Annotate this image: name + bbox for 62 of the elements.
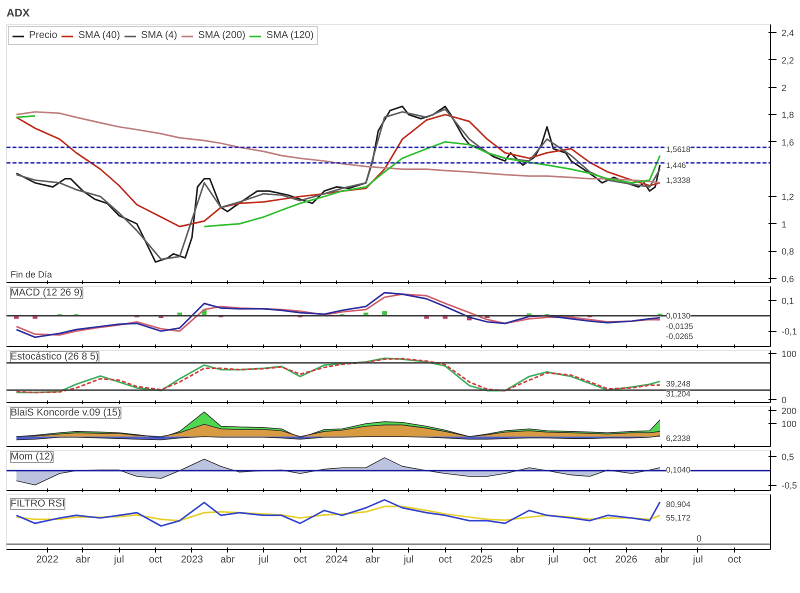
x-tick-label: abr xyxy=(76,554,91,566)
y-tick-label: 1,2 xyxy=(782,192,794,202)
x-tick-label: jul xyxy=(258,554,269,566)
y-tick-label: 2,2 xyxy=(782,55,794,66)
y-tick-label: 0,5 xyxy=(782,452,794,462)
y-tick-label: -0,1 xyxy=(782,326,798,337)
y-tick-label: 0 xyxy=(782,394,787,405)
chart-title: Estocástico (26 8 5) xyxy=(10,352,99,362)
chart-title: ADX xyxy=(6,8,30,20)
x-tick-label: 2024 xyxy=(325,554,348,566)
annotation: 6,2338 xyxy=(666,434,691,443)
x-tick-label: oct xyxy=(293,554,308,566)
x-tick-label: 2023 xyxy=(180,554,204,566)
annotation: 80,904 xyxy=(666,500,691,510)
annotation: 0 xyxy=(696,534,702,544)
chart-title: FILTRO RSI xyxy=(10,498,65,510)
y-tick-label: 1 xyxy=(782,219,787,230)
annotation: 0,0130 xyxy=(666,312,691,321)
chart-title: Mom (12) xyxy=(10,452,54,462)
x-tick-label: jul xyxy=(402,554,414,566)
annotation: 1,5618 xyxy=(666,145,691,154)
x-tick-label: 2026 xyxy=(615,554,638,566)
annotation: 55,172 xyxy=(666,513,691,522)
annotation: -0,0265 xyxy=(666,332,694,342)
x-tick-label: oct xyxy=(583,554,597,566)
x-tick-label: 2025 xyxy=(470,554,494,566)
x-tick-label: 2022 xyxy=(36,554,59,566)
legend-label: SMA (200) xyxy=(198,30,246,41)
y-tick-label: 0,6 xyxy=(782,274,794,284)
legend-label: SMA (120) xyxy=(266,30,314,41)
y-tick-label: 0,8 xyxy=(782,246,794,257)
legend-label: SMA (40) xyxy=(78,30,120,41)
x-tick-label: oct xyxy=(148,554,162,566)
y-tick-label: 0,1 xyxy=(782,296,794,306)
y-tick-label: 1,6 xyxy=(782,137,794,148)
x-tick-label: jul xyxy=(547,554,558,566)
x-tick-label: abr xyxy=(510,554,526,566)
x-tick-label: oct xyxy=(438,554,452,566)
chart-title: MACD (12 26 9) xyxy=(10,288,83,298)
annotation: 39,248 xyxy=(666,379,691,388)
x-tick-label: oct xyxy=(728,554,742,566)
y-tick-label: 100 xyxy=(782,419,797,430)
x-tick-label: abr xyxy=(220,554,236,566)
y-tick-label: 200 xyxy=(782,406,797,416)
legend-label: SMA (4) xyxy=(141,30,178,41)
legend-label: Precio xyxy=(29,30,58,41)
x-tick-label: jul xyxy=(113,554,124,566)
y-tick-label: 1,8 xyxy=(782,110,794,120)
y-tick-label: 2,4 xyxy=(782,28,794,38)
x-tick-label: jul xyxy=(692,554,703,566)
annotation: 31,204 xyxy=(666,390,691,399)
y-tick-label: 100 xyxy=(782,349,797,360)
y-tick-label: -0,5 xyxy=(782,480,798,491)
chart-title: BlaiS Koncorde v.09 (15) xyxy=(10,408,121,418)
annotation: 1,446 xyxy=(666,160,687,170)
x-tick-label: abr xyxy=(365,554,381,566)
y-tick-label: 2 xyxy=(782,82,787,93)
x-tick-label: abr xyxy=(654,554,670,566)
annotation: Fin de Día xyxy=(10,270,52,280)
annotation: 1,3338 xyxy=(666,176,691,186)
annotation: -0,0135 xyxy=(666,322,694,332)
annotation: 0,1040 xyxy=(666,466,691,475)
